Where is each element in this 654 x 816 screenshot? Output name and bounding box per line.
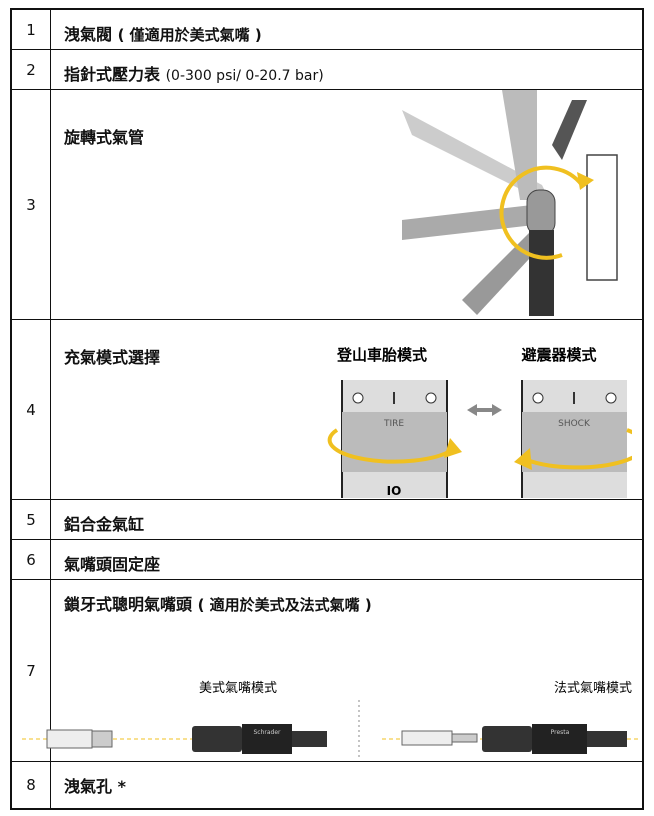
- row: 4 充氣模式選擇 登山車胎模式 避震器模式 TIRE IO SHOCK: [12, 320, 642, 500]
- marking: Schrader: [253, 729, 281, 736]
- row: 2 指針式壓力表 (0-300 psi/ 0-20.7 bar): [12, 50, 642, 90]
- row-label: 洩氣孔 *: [64, 777, 126, 796]
- caption: 登山車胎模式: [336, 346, 427, 364]
- caption: 美式氣嘴模式: [199, 681, 277, 696]
- row-label: 指針式壓力表 (0-300 psi/ 0-20.7 bar): [64, 61, 324, 85]
- row: 7 鎖牙式聰明氣嘴頭 ( 適用於美式及法式氣嘴 ) 美式氣嘴模式 法式氣嘴模式 …: [12, 580, 642, 762]
- row-number: 4: [12, 320, 51, 499]
- row-number: 6: [12, 540, 51, 579]
- row-number: 3: [12, 90, 51, 319]
- row-number: 2: [12, 50, 51, 89]
- row: 3 旋轉式氣管: [12, 90, 642, 320]
- label-text: 鎖牙式聰明氣嘴頭: [64, 595, 193, 614]
- row: 8 洩氣孔 *: [12, 762, 642, 808]
- spec-table: 1 洩氣閥 ( 僅適用於美式氣嘴 ) 2 指針式壓力表 (0-300 psi/ …: [10, 8, 644, 810]
- label-note: (0-300 psi/ 0-20.7 bar): [165, 68, 324, 84]
- caption: 避震器模式: [521, 346, 596, 364]
- row-label: 充氣模式選擇: [64, 348, 161, 367]
- row-label: 鋁合金氣缸: [64, 515, 145, 534]
- row-number: 8: [12, 762, 51, 808]
- row-label: 氣嘴頭固定座: [64, 555, 161, 574]
- row-number: 5: [12, 500, 51, 539]
- row: 1 洩氣閥 ( 僅適用於美式氣嘴 ): [12, 10, 642, 50]
- label-text: 洩氣閥: [64, 25, 113, 44]
- mode-illustration: 登山車胎模式 避震器模式 TIRE IO SHOCK: [327, 346, 632, 498]
- row: 5 鋁合金氣缸: [12, 500, 642, 540]
- marking: Presta: [551, 729, 570, 736]
- row: 6 氣嘴頭固定座: [12, 540, 642, 580]
- row-label: 洩氣閥 ( 僅適用於美式氣嘴 ): [64, 21, 262, 45]
- marking: IO: [387, 484, 402, 498]
- row-number: 1: [12, 10, 51, 49]
- marking: SHOCK: [558, 419, 591, 429]
- valve-illustration: 美式氣嘴模式 法式氣嘴模式 Schrader Presta: [22, 681, 640, 760]
- row-label: 旋轉式氣管: [64, 128, 145, 147]
- label-note: ( 僅適用於美式氣嘴 ): [117, 26, 262, 44]
- marking: TIRE: [383, 419, 404, 429]
- row-label: 鎖牙式聰明氣嘴頭 ( 適用於美式及法式氣嘴 ): [64, 591, 372, 615]
- label-note: ( 適用於美式及法式氣嘴 ): [197, 596, 372, 614]
- label-text: 指針式壓力表: [64, 65, 161, 84]
- hose-illustration: [402, 90, 618, 316]
- row-number: 7: [12, 580, 51, 761]
- caption: 法式氣嘴模式: [554, 681, 632, 696]
